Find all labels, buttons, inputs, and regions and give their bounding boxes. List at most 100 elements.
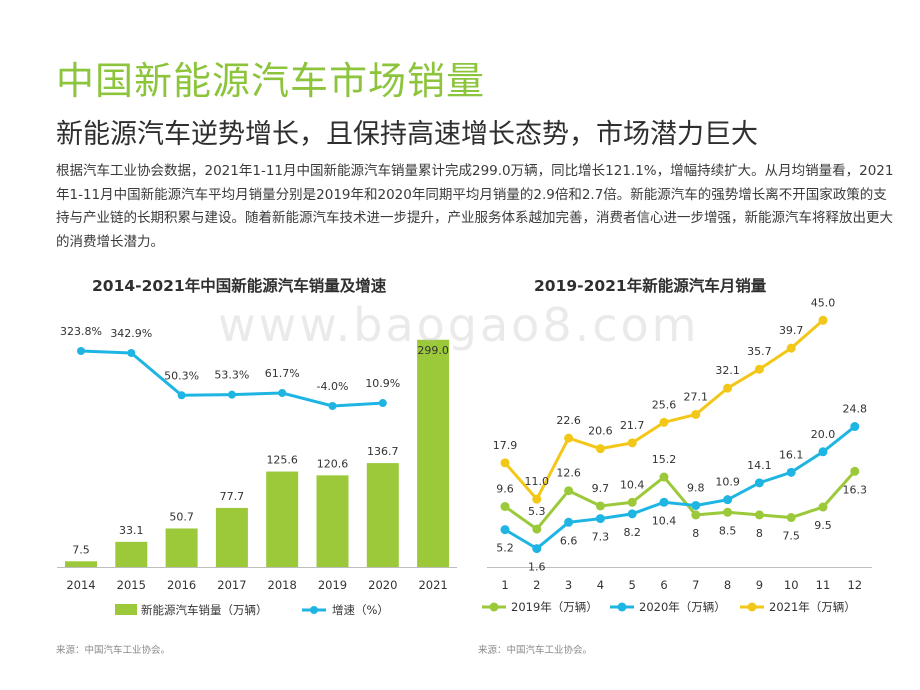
sales-value-label: 7.5	[72, 543, 90, 556]
point-2020-5	[627, 509, 637, 519]
value-label-2020: 8.2	[623, 526, 641, 539]
point-2021-4	[595, 444, 605, 454]
point-2021-7	[691, 409, 701, 419]
value-label-2021: 35.7	[747, 345, 772, 358]
point-2021-1	[500, 458, 510, 468]
sales-value-label: 136.7	[367, 445, 399, 458]
value-label-2019: 9.7	[592, 482, 610, 495]
value-label-2020: 14.1	[747, 459, 772, 472]
x-tick-label: 2016	[167, 578, 196, 592]
x-tick-label: 2021	[418, 578, 447, 592]
x-tick-label: 5	[629, 578, 636, 592]
value-label-2021: 27.1	[684, 390, 709, 403]
x-tick-label: 10	[784, 578, 799, 592]
growth-value-label: -4.0%	[317, 380, 349, 393]
annual-chart-title: 2014-2021年中国新能源汽车销量及增速	[92, 277, 387, 295]
value-label-2019: 10.4	[620, 478, 645, 491]
x-tick-label: 9	[756, 578, 763, 592]
watermark: www.baogao8.com	[218, 298, 700, 352]
value-label-2020: 16.1	[779, 448, 804, 461]
growth-value-label: 53.3%	[214, 369, 249, 382]
x-tick-label: 6	[660, 578, 667, 592]
value-label-2021: 20.6	[588, 425, 613, 438]
point-2019-10	[786, 513, 796, 523]
body-paragraph: 根据汽车工业协会数据，2021年1-11月中国新能源汽车销量累计完成299.0万…	[56, 163, 894, 250]
x-tick-label: 2015	[117, 578, 146, 592]
sales-value-label: 77.7	[220, 490, 245, 503]
sales-value-label: 50.7	[169, 510, 194, 523]
point-2021-5	[627, 438, 637, 448]
value-label-2021: 22.6	[556, 414, 581, 427]
legend-marker-2019	[489, 602, 499, 612]
x-tick-label: 8	[724, 578, 731, 592]
point-2021-9	[754, 364, 764, 374]
legend-label-2019: 2019年（万辆）	[511, 600, 598, 614]
sales-bar-2018	[266, 471, 299, 567]
point-2020-8	[723, 495, 733, 505]
point-2021-8	[723, 383, 733, 393]
growth-value-label: 61.7%	[265, 367, 300, 380]
value-label-2019: 16.3	[843, 483, 868, 496]
value-label-2019: 8	[756, 527, 763, 540]
growth-value-label: 50.3%	[164, 369, 199, 382]
growth-point-2015	[127, 349, 136, 357]
point-2019-8	[723, 507, 733, 517]
growth-point-2019	[328, 402, 337, 410]
point-2019-1	[500, 502, 510, 512]
growth-value-label: 10.9%	[365, 377, 400, 390]
x-tick-label: 11	[816, 578, 831, 592]
x-tick-label: 2	[533, 578, 540, 592]
x-tick-label: 1	[501, 578, 508, 592]
slide-title: 中国新能源汽车市场销量	[56, 59, 486, 103]
point-2021-3	[564, 433, 574, 443]
value-label-2021: 11.0	[525, 475, 550, 488]
point-2019-12	[850, 466, 860, 476]
value-label-2019: 8.5	[719, 524, 737, 537]
legend-label-2021: 2021年（万辆）	[769, 600, 856, 614]
point-2021-10	[786, 343, 796, 353]
growth-value-label: 323.8%	[60, 325, 102, 338]
point-2020-7	[691, 500, 701, 510]
value-label-2020: 9.8	[687, 481, 705, 494]
value-label-2019: 5.3	[528, 505, 546, 518]
point-2021-6	[659, 417, 669, 427]
point-2019-4	[595, 501, 605, 511]
x-tick-label: 7	[692, 578, 699, 592]
sales-bar-2016	[165, 528, 198, 567]
growth-value-label: 342.9%	[110, 327, 152, 340]
x-tick-label: 3	[565, 578, 572, 592]
x-tick-label: 2019	[318, 578, 347, 592]
monthly-chart-title: 2019-2021年新能源汽车月销量	[534, 277, 767, 295]
legend-swatch-sales	[115, 604, 137, 615]
value-label-2019: 12.6	[556, 467, 581, 480]
sales-bar-2014	[65, 561, 97, 567]
value-label-2021: 17.9	[493, 439, 518, 452]
point-2020-12	[850, 422, 860, 432]
value-label-2019: 8	[692, 527, 699, 540]
value-label-2019: 15.2	[652, 453, 677, 466]
legend-marker-growth	[310, 606, 318, 614]
point-2020-3	[564, 517, 574, 527]
growth-point-2016	[177, 391, 186, 400]
point-2020-11	[818, 447, 828, 457]
value-label-2020: 20.0	[811, 428, 836, 441]
value-label-2021: 21.7	[620, 419, 645, 432]
legend-marker-2020	[617, 602, 627, 612]
point-2019-9	[754, 510, 764, 520]
legend-marker-2021	[747, 602, 757, 612]
value-label-2019: 9.5	[814, 519, 832, 532]
value-label-2020: 10.9	[715, 476, 740, 489]
value-label-2020: 5.2	[496, 542, 514, 555]
sales-value-label: 120.6	[317, 457, 349, 470]
sales-bar-2020	[366, 463, 399, 567]
point-2020-2	[532, 544, 542, 554]
x-tick-label: 2018	[268, 578, 297, 592]
sales-bar-2015	[115, 541, 148, 567]
point-2020-9	[754, 478, 764, 488]
growth-point-2017	[227, 390, 236, 399]
point-2019-7	[691, 510, 701, 520]
sales-value-label: 299.0	[417, 344, 449, 357]
value-label-2020: 7.3	[592, 531, 610, 544]
x-tick-label: 4	[597, 578, 604, 592]
